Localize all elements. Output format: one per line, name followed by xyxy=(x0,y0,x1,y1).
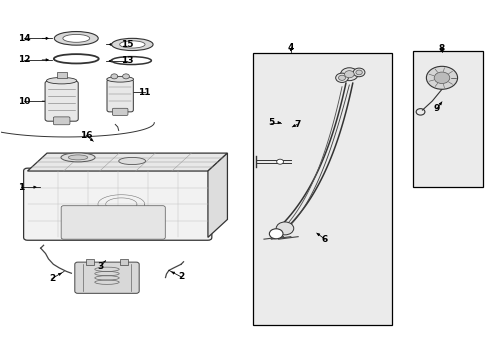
Circle shape xyxy=(338,75,345,80)
Ellipse shape xyxy=(46,77,77,84)
Text: 1: 1 xyxy=(18,183,24,192)
Text: 8: 8 xyxy=(438,44,444,53)
Circle shape xyxy=(426,66,457,89)
Bar xyxy=(57,72,66,78)
Text: 6: 6 xyxy=(321,235,327,244)
FancyBboxPatch shape xyxy=(23,168,211,240)
Circle shape xyxy=(355,70,362,75)
Text: 2: 2 xyxy=(49,274,55,283)
Circle shape xyxy=(340,68,357,81)
Text: 2: 2 xyxy=(178,272,184,281)
Ellipse shape xyxy=(63,35,89,42)
Text: 3: 3 xyxy=(97,262,103,271)
Ellipse shape xyxy=(119,157,145,165)
Ellipse shape xyxy=(54,32,98,45)
Bar xyxy=(120,259,128,265)
Circle shape xyxy=(335,73,347,82)
Polygon shape xyxy=(27,153,227,171)
Ellipse shape xyxy=(68,155,88,160)
Circle shape xyxy=(269,229,283,239)
FancyBboxPatch shape xyxy=(107,80,133,112)
Text: 16: 16 xyxy=(80,131,92,140)
Circle shape xyxy=(276,222,293,235)
Text: 4: 4 xyxy=(287,43,293,52)
Text: 9: 9 xyxy=(433,104,439,113)
Text: 7: 7 xyxy=(293,120,300,129)
Bar xyxy=(86,259,94,265)
Text: 12: 12 xyxy=(18,55,30,64)
Ellipse shape xyxy=(106,76,133,82)
Text: 11: 11 xyxy=(138,87,150,96)
Text: 10: 10 xyxy=(18,96,30,105)
FancyBboxPatch shape xyxy=(75,262,139,293)
FancyBboxPatch shape xyxy=(112,108,128,116)
Text: 13: 13 xyxy=(121,57,133,66)
FancyBboxPatch shape xyxy=(253,53,391,325)
FancyBboxPatch shape xyxy=(53,117,70,125)
Ellipse shape xyxy=(61,153,95,162)
Circle shape xyxy=(111,74,118,79)
FancyBboxPatch shape xyxy=(61,206,165,239)
Circle shape xyxy=(433,72,449,84)
Text: 5: 5 xyxy=(267,118,274,127)
Ellipse shape xyxy=(120,41,145,48)
FancyBboxPatch shape xyxy=(45,81,78,121)
Text: 14: 14 xyxy=(18,34,30,43)
Ellipse shape xyxy=(111,39,153,50)
FancyBboxPatch shape xyxy=(412,51,483,187)
Circle shape xyxy=(344,71,353,78)
Text: 15: 15 xyxy=(121,40,133,49)
Circle shape xyxy=(276,159,283,164)
Circle shape xyxy=(352,68,364,77)
Polygon shape xyxy=(207,153,227,237)
Circle shape xyxy=(122,74,129,79)
